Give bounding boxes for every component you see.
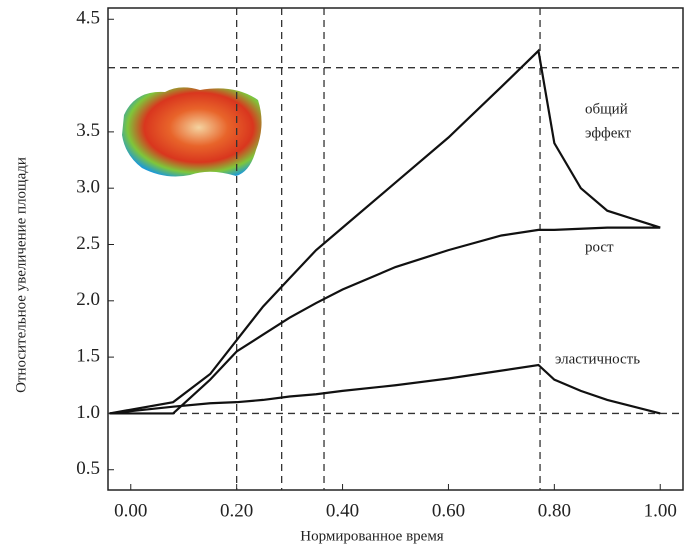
x-axis-label: Нормированное время [300, 528, 444, 544]
line [109, 226, 661, 415]
x-tick-label: 0.20 [220, 500, 253, 521]
line [109, 48, 661, 415]
model-image [122, 87, 262, 177]
x-tick-label: 0.80 [538, 500, 571, 521]
y-tick-label: 1.5 [76, 345, 100, 366]
series-label: эластичность [555, 351, 640, 367]
plot-frame [107, 7, 684, 491]
y-tick-label: 4.5 [76, 8, 100, 29]
y-axis-label: Относительное увеличение площади [13, 157, 29, 393]
x-tick-label: 1.00 [644, 500, 677, 521]
x-tick-label: 0.40 [326, 500, 359, 521]
y-tick-label: 3.5 [76, 120, 100, 141]
line [109, 363, 661, 415]
y-tick-label: 1.0 [76, 402, 100, 423]
series-label: общий [585, 101, 628, 117]
y-tick-label: 3.0 [76, 177, 100, 198]
series-label: рост [585, 239, 614, 255]
y-tick-label: 2.0 [76, 289, 100, 310]
series-label: эффект [585, 125, 631, 141]
y-tick-label: 2.5 [76, 233, 100, 254]
x-tick-label: 0.60 [432, 500, 465, 521]
x-tick-label: 0.00 [114, 500, 147, 521]
y-tick-label: 0.5 [76, 458, 100, 479]
